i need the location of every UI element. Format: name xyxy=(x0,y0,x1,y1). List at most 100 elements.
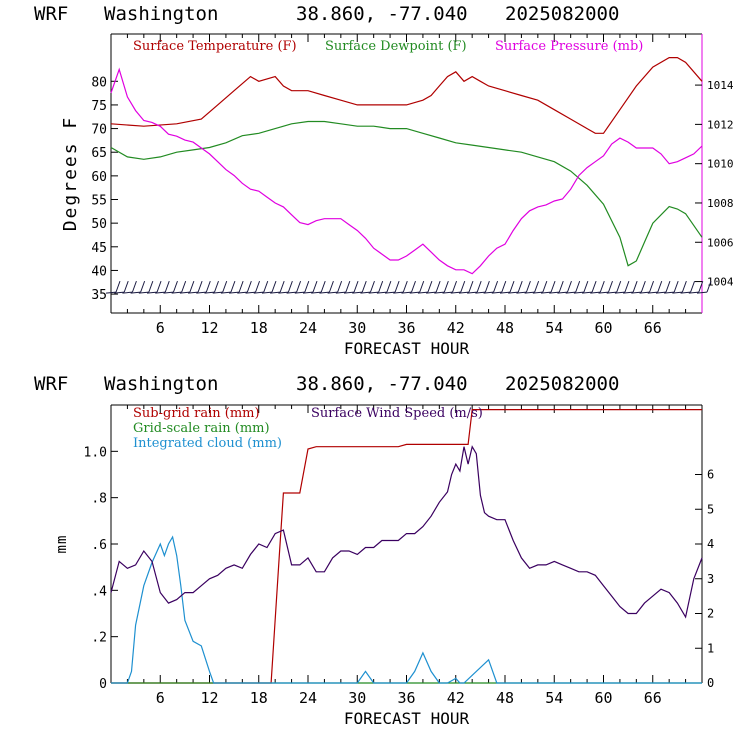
x-tick-label: 42 xyxy=(447,319,465,337)
wind-barb-flag xyxy=(271,280,277,293)
wind-barb-flag xyxy=(509,280,515,293)
y-tick-label: 50 xyxy=(91,217,107,232)
wind-barb-flag xyxy=(345,280,351,293)
wind-barb-flag xyxy=(123,280,129,293)
wind-barb-flag xyxy=(640,280,646,293)
wind-barb-shaft xyxy=(229,291,240,294)
wind-barb-shaft xyxy=(483,291,494,294)
wind-barb-flag xyxy=(361,280,367,293)
x-tick-label: 6 xyxy=(156,689,165,707)
wind-barb-flag xyxy=(599,280,605,293)
x-tick-label: 12 xyxy=(200,689,218,707)
wind-barb-flag xyxy=(525,280,531,293)
wind-barb-shaft xyxy=(122,291,133,294)
x-tick-label: 24 xyxy=(299,319,317,337)
x-tick-label: 48 xyxy=(496,319,514,337)
wind-barb-shaft xyxy=(590,291,601,294)
wind-barb-shaft xyxy=(155,291,166,294)
wind-barb-shaft xyxy=(212,291,223,294)
wind-barb-shaft xyxy=(639,291,650,294)
wind-barb-shaft xyxy=(623,291,634,294)
wind-barb-flag xyxy=(230,280,236,293)
wind-barb-shaft xyxy=(475,291,486,294)
wind-barb-flag xyxy=(164,280,170,293)
wind-barb-flag xyxy=(575,280,581,293)
wind-barb-flag xyxy=(698,280,704,293)
wind-barb-flag xyxy=(452,280,458,293)
y-tick-label: .4 xyxy=(91,584,107,599)
wind-barb-flag xyxy=(279,280,285,293)
wind-barb-flag xyxy=(140,280,146,293)
x-tick-label: 60 xyxy=(594,689,612,707)
wind-barb-flag xyxy=(131,280,137,293)
wind-barb-flag xyxy=(369,280,375,293)
wind-barb-shaft xyxy=(499,291,511,294)
y2-tick-label: 5 xyxy=(707,502,714,516)
x-tick-label: 30 xyxy=(348,689,366,707)
wind-barb-flag xyxy=(501,280,507,293)
wind-barb-flag xyxy=(189,280,195,293)
y-tick-label: 55 xyxy=(91,194,107,209)
y-tick-label: 0 xyxy=(99,677,107,692)
wind-barb-flag xyxy=(657,280,663,293)
wind-barb-shaft xyxy=(245,291,256,294)
wind-barb-shaft xyxy=(442,291,453,294)
x-tick-label: 66 xyxy=(644,319,662,337)
wind-barb-flag xyxy=(690,280,696,293)
top-panel-header: WRF Washington 38.860, -77.040 202508200… xyxy=(0,3,740,29)
y-tick-label: 35 xyxy=(91,288,107,303)
wind-barb-flag xyxy=(181,280,187,293)
wind-barb-flag xyxy=(378,280,384,293)
wind-barb-flag xyxy=(411,280,416,293)
wind-barb-flag xyxy=(172,280,178,293)
wind-barb-shaft xyxy=(672,291,683,294)
y2-tick-label: 1008 xyxy=(707,197,734,210)
wind-barb-shaft xyxy=(385,291,396,294)
wind-barb-flag xyxy=(706,280,712,293)
wind-barb-flag xyxy=(632,280,638,293)
y-tick-label: 40 xyxy=(91,264,107,279)
wind-barb-shaft xyxy=(196,291,207,294)
wind-barb-shaft xyxy=(237,291,248,294)
wind-barb-flag xyxy=(673,280,679,293)
wind-barb-flag xyxy=(263,280,269,293)
wind-barb-shaft xyxy=(368,291,379,294)
wind-barb-flag xyxy=(476,280,482,293)
x-tick-label: 60 xyxy=(594,319,612,337)
wind-barb-flag xyxy=(304,280,310,293)
wind-barb-shaft xyxy=(138,291,149,294)
wind-barb-flag xyxy=(287,280,293,293)
y2-tick-label: 0 xyxy=(707,676,714,690)
coordinates-label: 38.860, -77.040 xyxy=(296,3,468,25)
wind-barb-shaft xyxy=(105,291,117,294)
location-label: Washington xyxy=(104,373,219,395)
x-tick-label: 54 xyxy=(545,319,563,337)
wind-barb-flag xyxy=(624,280,630,293)
wind-barb-shaft xyxy=(311,291,322,294)
wind-barb-flag xyxy=(394,280,400,293)
wind-barb-flag xyxy=(550,280,556,293)
series-line-sub-grid-rain-mm xyxy=(111,409,702,684)
wind-barb-shaft xyxy=(582,291,593,294)
wind-barb-shaft xyxy=(631,291,642,294)
wind-barb-shaft xyxy=(467,291,478,294)
location-label: Washington xyxy=(104,3,219,25)
legend-entry: Surface Pressure (mb) xyxy=(495,39,643,54)
wind-barb-shaft xyxy=(130,291,141,294)
wind-barb-shaft xyxy=(343,291,355,294)
wind-barb-flag xyxy=(460,280,466,293)
wind-barb-shaft xyxy=(278,291,289,294)
bottom-panel-header: WRF Washington 38.860, -77.040 202508200… xyxy=(0,373,740,399)
wind-barb-shaft xyxy=(171,291,182,294)
wind-barb-flag xyxy=(222,280,228,293)
legend-entry: Sub-grid rain (mm) xyxy=(133,406,260,421)
wind-barb-shaft xyxy=(606,291,617,294)
x-tick-label: 6 xyxy=(156,319,165,337)
wind-barb-flag xyxy=(665,280,671,293)
series-line-surface-wind-speed-m-s xyxy=(110,445,703,619)
y2-tick-label: 1006 xyxy=(707,236,734,249)
wind-barb-shaft xyxy=(598,291,609,294)
wind-barb-flag xyxy=(493,280,499,293)
y-tick-label: .2 xyxy=(91,631,107,646)
